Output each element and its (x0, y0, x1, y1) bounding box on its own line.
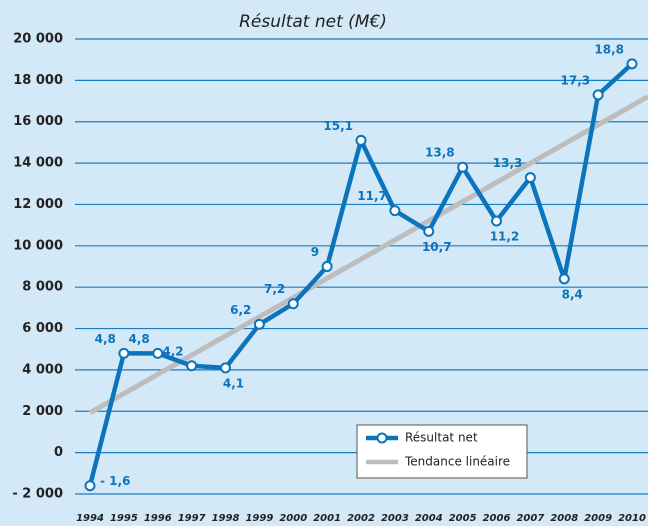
data-point (491, 215, 502, 227)
y-tick-label: 12 000 (13, 197, 63, 212)
chart-title: Résultat net (M€) (239, 12, 387, 32)
data-label: 7,2 (264, 282, 285, 296)
data-point (457, 161, 469, 173)
data-label: 10,7 (422, 240, 452, 254)
x-tick-label: 1998 (212, 513, 240, 524)
x-tick-label: 2002 (347, 513, 375, 524)
data-point (423, 225, 435, 237)
data-label: 13,3 (493, 156, 523, 170)
y-tick-label: 2 000 (22, 404, 63, 419)
data-point (592, 89, 604, 101)
x-tick-label: 2010 (618, 513, 646, 524)
data-label: 4,8 (128, 332, 149, 346)
data-label: 4,1 (223, 376, 244, 390)
legend-label: Tendance linéaire (404, 455, 510, 469)
y-tick-label: 14 000 (13, 156, 63, 171)
data-label: 13,8 (425, 146, 455, 160)
data-point (118, 347, 130, 359)
x-tick-label: 2004 (415, 513, 443, 524)
legend-box (356, 424, 528, 479)
y-tick-label: 0 (54, 445, 63, 460)
data-label: 9 (311, 245, 319, 259)
x-tick-label: 1999 (245, 513, 273, 524)
y-tick-label: 16 000 (13, 114, 63, 129)
trend-line (88, 94, 648, 415)
x-tick-label: 2006 (483, 513, 511, 524)
y-tick-label: - 2 000 (12, 487, 63, 502)
x-tick-label: 2007 (516, 513, 544, 524)
data-label: 4,2 (162, 344, 183, 358)
x-tick-label: 2000 (279, 513, 307, 524)
x-tick-label: 1994 (76, 513, 104, 524)
x-tick-label: 2003 (381, 513, 409, 524)
y-tick-label: 18 000 (13, 73, 63, 88)
data-label: 6,2 (230, 303, 251, 317)
legend-marker (376, 432, 388, 444)
x-tick-label: 1997 (178, 513, 206, 524)
data-label: 17,3 (561, 73, 591, 87)
data-label: 18,8 (594, 42, 624, 56)
data-point (253, 318, 265, 330)
x-tick-label: 1995 (110, 513, 138, 524)
data-point (287, 298, 299, 310)
x-tick-label: 2008 (550, 513, 578, 524)
y-tick-label: 10 000 (13, 238, 63, 253)
data-point (524, 172, 536, 184)
data-point (321, 261, 333, 272)
data-label: 4,8 (95, 332, 116, 346)
data-point (186, 360, 198, 372)
data-label: - 1,6 (100, 474, 130, 488)
x-tick-label: 1996 (144, 513, 172, 524)
data-point (84, 480, 96, 492)
y-tick-label: 4 000 (22, 362, 63, 377)
data-label: 11,7 (357, 189, 387, 203)
data-point (558, 273, 570, 285)
data-label: 11,2 (490, 230, 520, 244)
data-label: 8,4 (562, 287, 583, 301)
data-point (626, 58, 638, 70)
x-tick-label: 2009 (584, 513, 612, 524)
data-point (389, 205, 401, 217)
x-tick-label: 2005 (449, 513, 477, 524)
data-point (355, 134, 367, 146)
data-point (220, 362, 231, 374)
y-tick-label: 8 000 (22, 280, 63, 295)
data-point (152, 347, 164, 359)
y-tick-label: 6 000 (22, 321, 63, 336)
data-label: 15,1 (323, 119, 353, 133)
x-tick-label: 2001 (313, 513, 341, 524)
y-tick-label: 20 000 (13, 32, 63, 47)
legend-label: Résultat net (405, 431, 478, 445)
